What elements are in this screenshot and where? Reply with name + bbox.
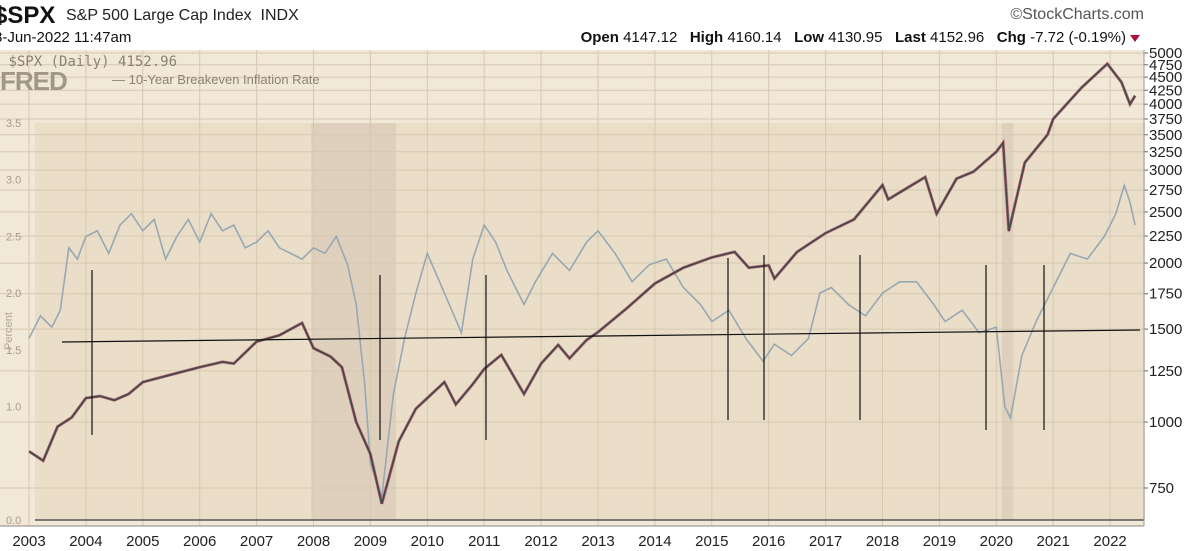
right-tick-label: 2250 xyxy=(1149,228,1182,245)
left-tick-label: 1.0 xyxy=(6,402,21,414)
recession-band xyxy=(1001,123,1014,520)
trend-line xyxy=(61,329,1141,343)
spx-legend: $SPX (Daily) 4152.96 xyxy=(0,54,177,70)
right-tick-label: 5000 xyxy=(1149,48,1182,62)
right-tick-label: 2000 xyxy=(1149,255,1182,272)
x-tick-label: 2011 xyxy=(468,533,500,550)
low-value: 4130.95 xyxy=(828,29,883,46)
left-tick-label: 2.0 xyxy=(6,288,21,300)
spx-line xyxy=(28,62,1136,505)
brand-link[interactable]: ©StockCharts.com xyxy=(1010,6,1144,23)
chart-header: $SPX S&P 500 Large Cap Index INDX ©Stock… xyxy=(0,0,1200,50)
x-tick-label: 2018 xyxy=(866,533,899,550)
right-tick-label: 1750 xyxy=(1149,286,1182,303)
right-tick-label: 3500 xyxy=(1149,127,1182,144)
last-value: 4152.96 xyxy=(930,29,985,46)
right-tick-label: 2500 xyxy=(1149,204,1182,221)
x-tick-label: 2022 xyxy=(1093,533,1126,550)
right-tick-label: 1250 xyxy=(1149,363,1182,380)
left-tick-label: 3.0 xyxy=(6,175,21,187)
down-arrow-icon xyxy=(1130,34,1140,42)
symbol[interactable]: $SPX xyxy=(0,2,56,29)
fred-series-legend: — 10-Year Breakeven Inflation Rate xyxy=(112,72,320,87)
left-tick-label: 2.5 xyxy=(6,231,21,243)
right-tick-label: 1000 xyxy=(1149,414,1182,431)
x-tick-label: 2015 xyxy=(695,533,728,550)
right-tick-label: 1500 xyxy=(1149,321,1182,338)
gridlines xyxy=(0,50,1144,526)
ohlc-bar: Open 4147.12 High 4160.14 Low 4130.95 La… xyxy=(581,29,1140,46)
left-tick-label: 3.5 xyxy=(6,118,21,130)
x-tick-label: 2003 xyxy=(12,533,45,550)
breakeven-line xyxy=(28,182,1136,498)
index-name-text: S&P 500 Large Cap Index xyxy=(66,7,252,24)
spx-legend-text: $SPX (Daily) 4152.96 xyxy=(8,54,178,70)
chg-value: -7.72 (-0.19%) xyxy=(1030,29,1126,46)
right-tick-label: 3000 xyxy=(1149,162,1182,179)
open-value: 4147.12 xyxy=(623,29,678,46)
right-tick-label: 4750 xyxy=(1149,57,1182,74)
high-value: 4160.14 xyxy=(727,29,782,46)
left-axis-label: Percent xyxy=(3,312,15,350)
x-tick-label: 2020 xyxy=(980,533,1013,550)
x-tick-label: 2008 xyxy=(297,533,330,550)
x-tick-label: 2005 xyxy=(126,533,159,550)
x-tick-label: 2004 xyxy=(69,533,102,550)
exchange: INDX xyxy=(260,7,299,24)
open-label: Open xyxy=(580,29,619,46)
x-tick-label: 2010 xyxy=(411,533,444,550)
datetime: 8-Jun-2022 11:47am xyxy=(0,29,132,46)
low-label: Low xyxy=(794,29,825,46)
x-tick-label: 2016 xyxy=(752,533,785,550)
x-tick-label: 2013 xyxy=(581,533,614,550)
right-tick-label: 3250 xyxy=(1149,144,1182,161)
left-tick-label: 1.5 xyxy=(6,345,21,357)
x-tick-label: 2017 xyxy=(809,533,842,550)
x-tick-label: 2006 xyxy=(183,533,216,550)
right-tick-label: 4500 xyxy=(1149,69,1182,86)
last-label: Last xyxy=(895,29,926,46)
left-tick-label: 0.0 xyxy=(6,515,21,527)
right-tick-label: 3750 xyxy=(1149,111,1182,128)
right-tick-label: 2750 xyxy=(1149,182,1182,199)
fred-panel xyxy=(35,123,1145,520)
index-name: S&P 500 Large Cap Index INDX xyxy=(66,7,299,25)
right-tick-label: 4000 xyxy=(1149,96,1182,113)
x-tick-label: 2007 xyxy=(240,533,273,550)
fred-logo: FRED xyxy=(0,66,68,96)
right-tick-label: 4250 xyxy=(1149,82,1182,99)
recession-band xyxy=(311,123,397,520)
right-tick-label: 750 xyxy=(1149,480,1174,497)
x-tick-label: 2009 xyxy=(354,533,387,550)
x-tick-label: 2012 xyxy=(524,533,557,550)
high-label: High xyxy=(689,29,724,46)
x-tick-label: 2021 xyxy=(1037,533,1070,550)
x-tick-label: 2019 xyxy=(923,533,956,550)
x-tick-label: 2014 xyxy=(638,533,671,550)
chg-label: Chg xyxy=(996,29,1026,46)
